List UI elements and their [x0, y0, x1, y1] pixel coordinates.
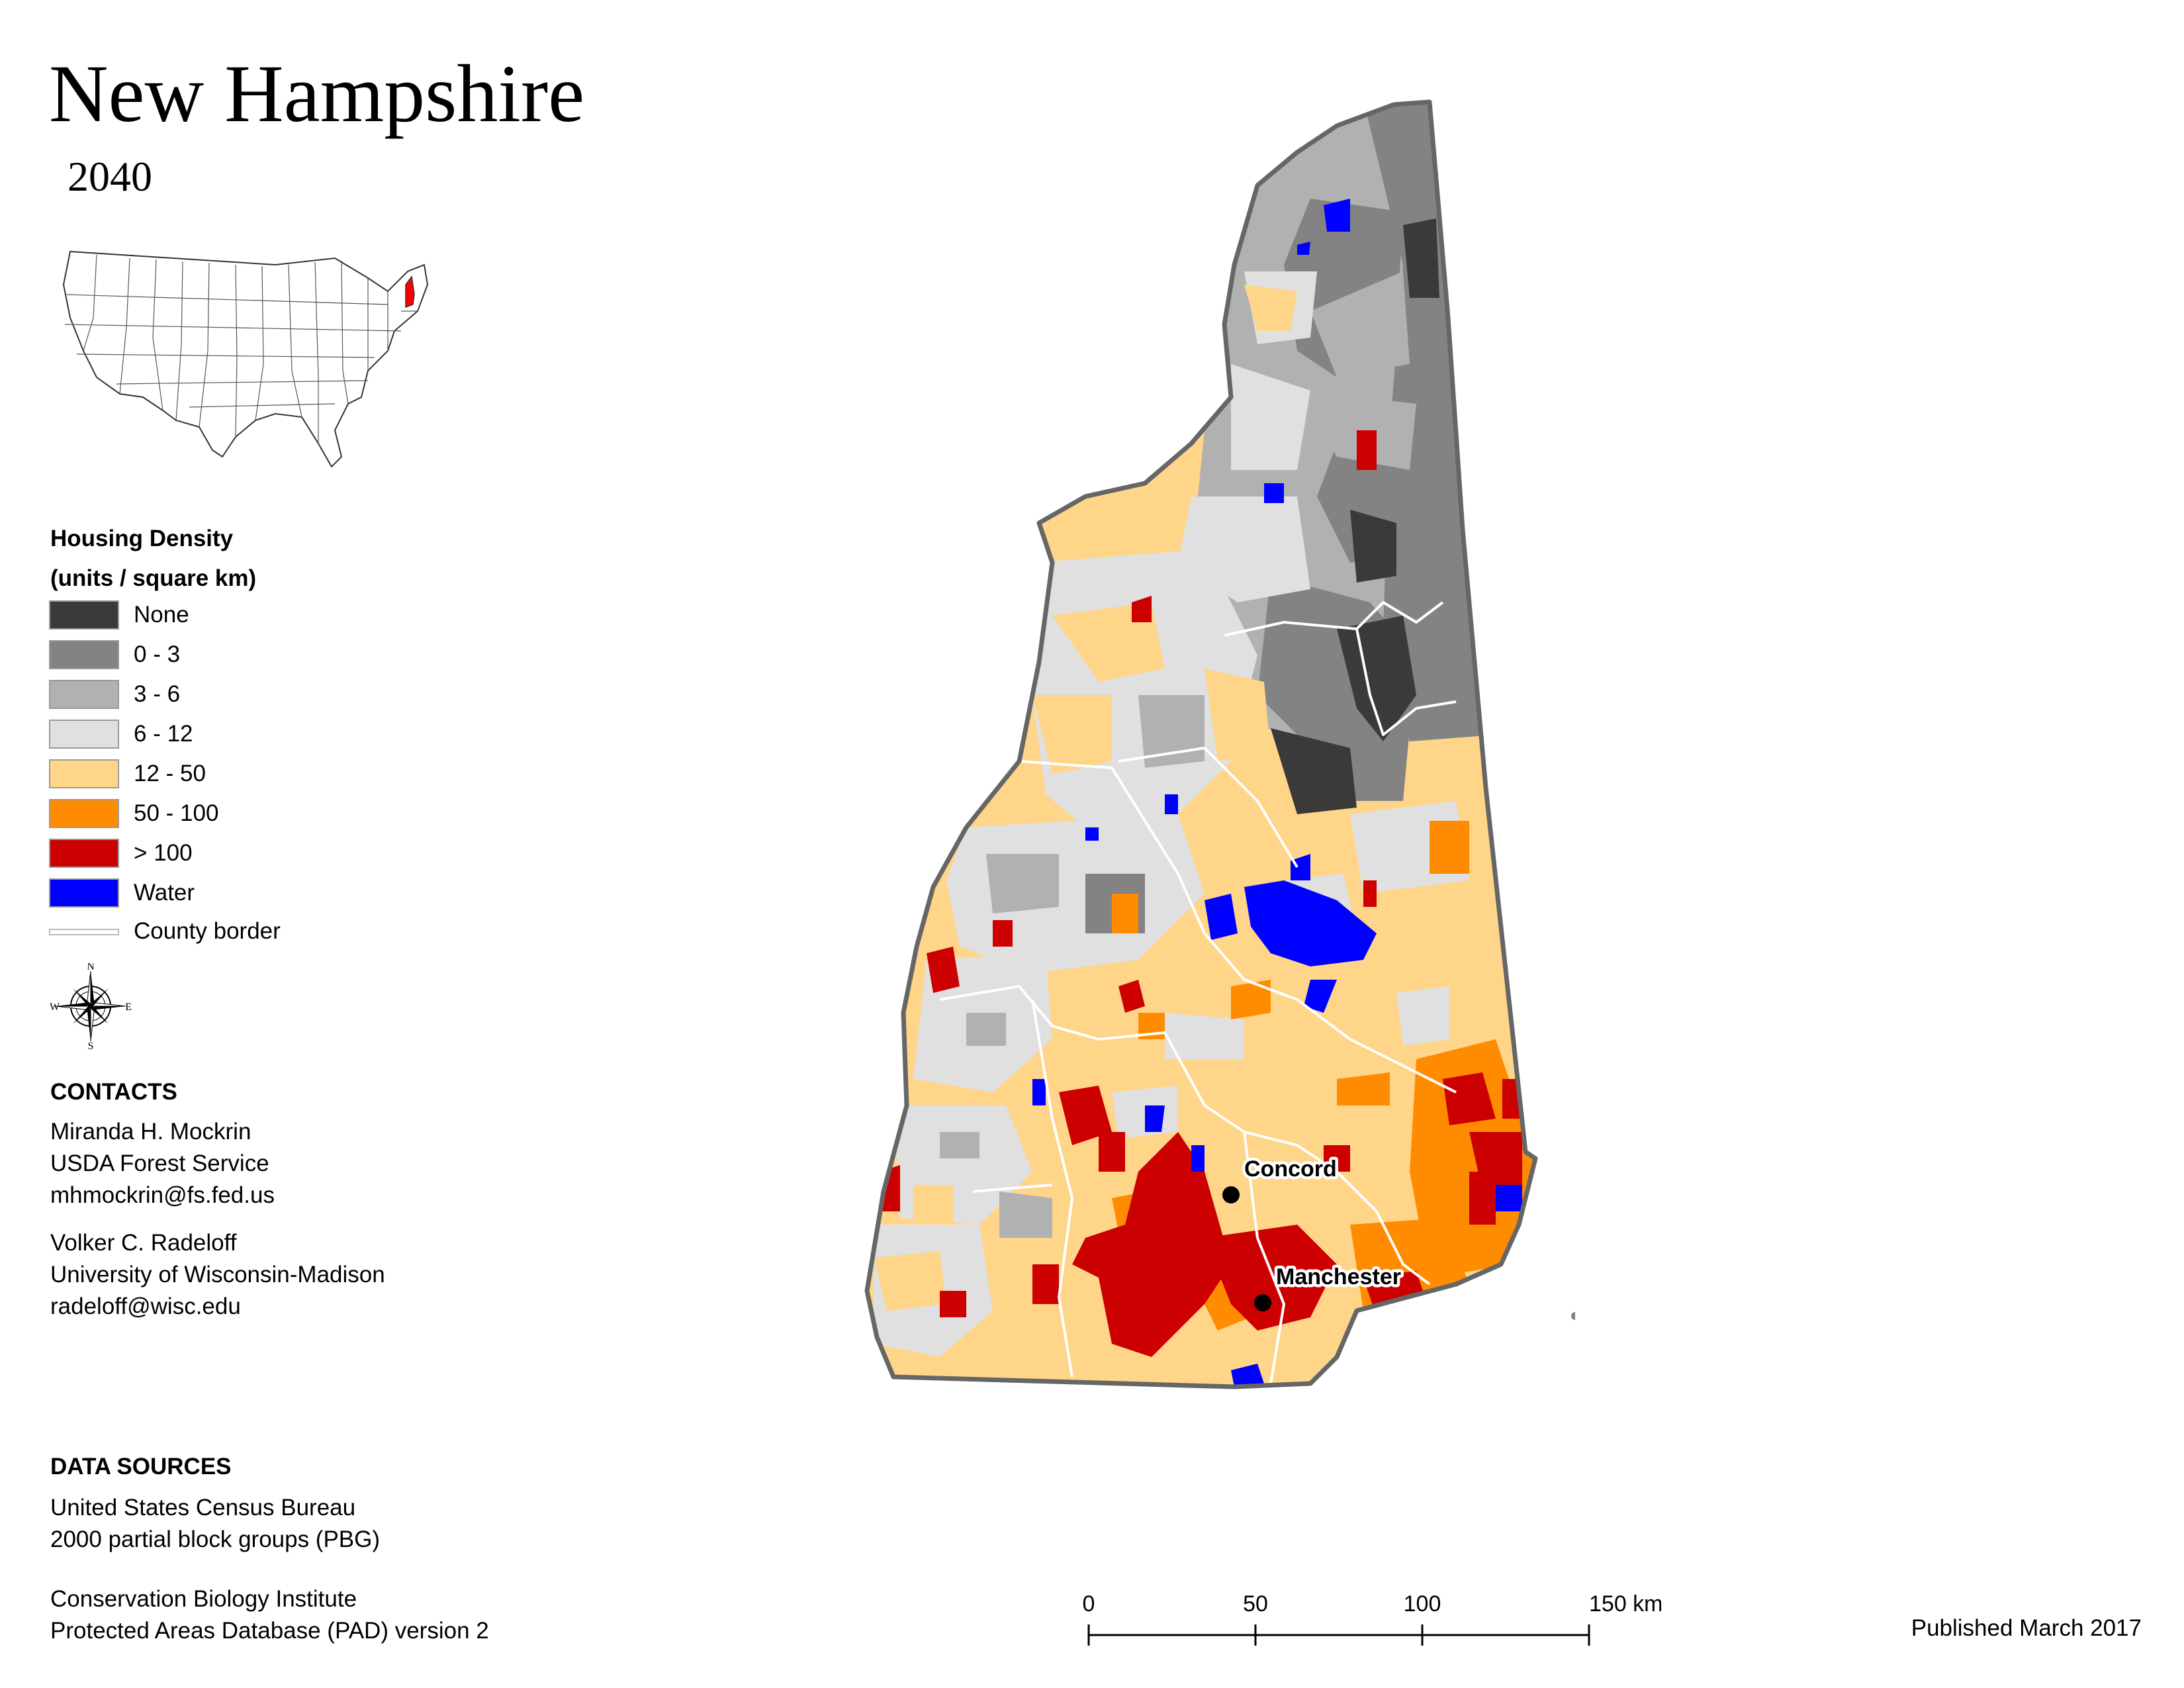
scale-tick-label: 100 — [1404, 1591, 1441, 1617]
legend-item-0-3: 0 - 3 — [49, 639, 380, 669]
concord-label: Concord — [1244, 1156, 1337, 1182]
data-source-line: United States Census Bureau — [50, 1495, 356, 1521]
legend-swatch — [49, 799, 119, 828]
scale-tick-label: 0 — [1083, 1591, 1095, 1617]
manchester-dot — [1254, 1294, 1271, 1311]
scale-tick-label: 50 — [1243, 1591, 1268, 1617]
scale-bar: 0 50 100 150 km — [1083, 1591, 1661, 1646]
legend-item-3-6: 3 - 6 — [49, 679, 380, 709]
legend-label: 12 - 50 — [134, 761, 206, 786]
contact-org: University of Wisconsin-Madison — [50, 1262, 385, 1288]
legend-label: 3 - 6 — [134, 681, 181, 707]
legend-item-water: Water — [49, 877, 380, 908]
legend-swatch — [49, 878, 119, 908]
data-source-line: 2000 partial block groups (PBG) — [50, 1526, 381, 1552]
county-borders — [939, 601, 1457, 1384]
map-title: New Hampshire — [49, 48, 585, 139]
legend-item-none: None — [49, 599, 380, 630]
legend-label: > 100 — [134, 840, 193, 866]
density-fill — [867, 102, 1535, 1387]
published-date: Published March 2017 — [1911, 1615, 2142, 1641]
contact-name: Miranda H. Mockrin — [50, 1119, 251, 1145]
data-source-2: Conservation Biology Institute Protected… — [50, 1583, 489, 1647]
data-source-line: Protected Areas Database (PAD) version 2 — [50, 1618, 489, 1644]
data-source-line: Conservation Biology Institute — [50, 1586, 357, 1612]
state-outline — [864, 99, 1538, 1389]
us-locator-map — [62, 250, 429, 468]
legend-swatch — [49, 600, 119, 630]
contact-email: radeloff@wisc.edu — [50, 1293, 241, 1319]
new-hampshire-highlight — [405, 275, 415, 308]
manchester-label: Manchester — [1276, 1264, 1401, 1289]
legend-title-line1: Housing Density — [50, 526, 234, 551]
isles-of-shoals — [1571, 1312, 1575, 1320]
concord-dot — [1222, 1186, 1240, 1203]
compass-s: S — [88, 1041, 94, 1049]
legend-item-over-100: > 100 — [49, 837, 380, 868]
legend-label: None — [134, 602, 189, 628]
legend-swatch — [49, 680, 119, 709]
legend-title-line2: (units / square km) — [50, 565, 257, 591]
contact-2: Volker C. Radeloff University of Wiscons… — [50, 1227, 385, 1323]
legend-label: 50 - 100 — [134, 800, 219, 826]
legend-swatch — [49, 640, 119, 669]
contact-org: USDA Forest Service — [50, 1150, 269, 1176]
compass-rose-icon: N S E W — [50, 963, 132, 1049]
legend-item-6-12: 6 - 12 — [49, 718, 380, 749]
legend-label: County border — [134, 918, 281, 944]
legend-item-50-100: 50 - 100 — [49, 798, 380, 828]
county-border-swatch — [49, 929, 119, 935]
data-sources-heading: DATA SOURCES — [50, 1454, 232, 1479]
scale-tick-label: 150 km — [1589, 1591, 1661, 1617]
legend-label: 0 - 3 — [134, 641, 181, 667]
legend-item-county-border: County border — [49, 915, 380, 946]
legend-swatch — [49, 839, 119, 868]
compass-e: E — [125, 1002, 132, 1013]
compass-w: W — [50, 1002, 60, 1013]
compass-n: N — [87, 963, 95, 972]
legend-swatch — [49, 759, 119, 788]
contact-email: mhmockrin@fs.fed.us — [50, 1182, 275, 1208]
contacts-heading: CONTACTS — [50, 1079, 177, 1105]
legend-item-12-50: 12 - 50 — [49, 758, 380, 788]
legend-label: Water — [134, 880, 195, 906]
new-hampshire-map: Concord Manchester — [864, 99, 1575, 1389]
us-state-lines — [64, 254, 418, 444]
legend-label: 6 - 12 — [134, 721, 193, 747]
us-outline — [62, 250, 429, 468]
legend-title: Housing Density (units / square km) — [50, 519, 256, 598]
legend-swatch — [49, 720, 119, 749]
data-source-1: United States Census Bureau 2000 partial… — [50, 1492, 380, 1556]
map-subtitle: 2040 — [68, 153, 152, 200]
contact-1: Miranda H. Mockrin USDA Forest Service m… — [50, 1116, 275, 1211]
contact-name: Volker C. Radeloff — [50, 1230, 237, 1256]
